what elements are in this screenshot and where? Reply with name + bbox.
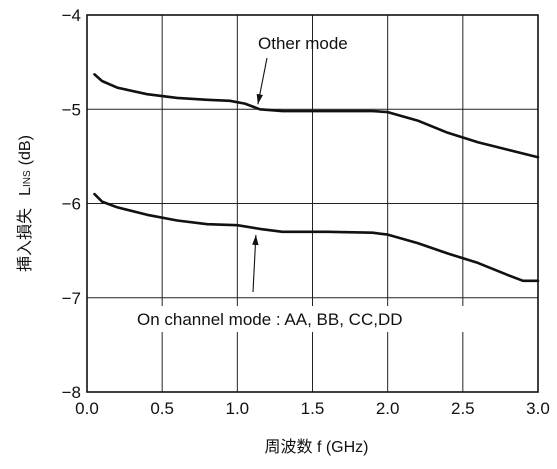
y-tick-label: −4 <box>62 6 81 25</box>
x-tick-label: 1.0 <box>226 399 250 418</box>
annotation-arrowhead-other-mode <box>256 93 263 105</box>
x-axis-label: 周波数 f (GHz) <box>265 438 369 456</box>
grid-lines <box>87 15 538 392</box>
y-axis-label-symbol: L <box>17 187 34 196</box>
y-axis-label-main: 挿入損失 <box>16 208 34 272</box>
annotation-on-channel-mode: On channel mode : AA, BB, CC,DD <box>137 310 403 329</box>
annotation-arrowhead-on-channel-mode <box>252 234 259 246</box>
x-tick-label: 0.0 <box>75 399 99 418</box>
series-lines <box>93 73 540 283</box>
y-axis-label-subscript: INS <box>22 170 33 187</box>
series-line-on-channel-mode <box>93 192 540 283</box>
annotations: Other mode On channel mode : AA, BB, CC,… <box>130 34 500 332</box>
annotation-other-mode: Other mode <box>258 34 348 53</box>
y-tick-label: −8 <box>62 383 81 402</box>
tick-labels: 0.0 0.5 1.0 1.5 2.0 2.5 3.0 −4 −5 −6 −7 −8 <box>62 6 550 418</box>
y-tick-label: −7 <box>62 289 81 308</box>
x-tick-label: 2.5 <box>451 399 475 418</box>
x-tick-label: 0.5 <box>150 399 174 418</box>
plot-frame <box>86 14 539 393</box>
x-tick-label: 3.0 <box>526 399 550 418</box>
x-tick-label: 1.5 <box>301 399 325 418</box>
annotation-background <box>130 306 500 332</box>
y-axis-label-text: 挿入損失 LINS (dB) <box>16 135 34 272</box>
x-tick-label: 2.0 <box>376 399 400 418</box>
y-tick-label: −6 <box>62 195 81 214</box>
y-tick-label: −5 <box>62 100 81 119</box>
y-axis-label: 挿入損失 LINS (dB) <box>16 135 34 272</box>
y-axis-label-unit: (dB) <box>17 135 34 165</box>
series-line-other-mode <box>93 73 540 159</box>
